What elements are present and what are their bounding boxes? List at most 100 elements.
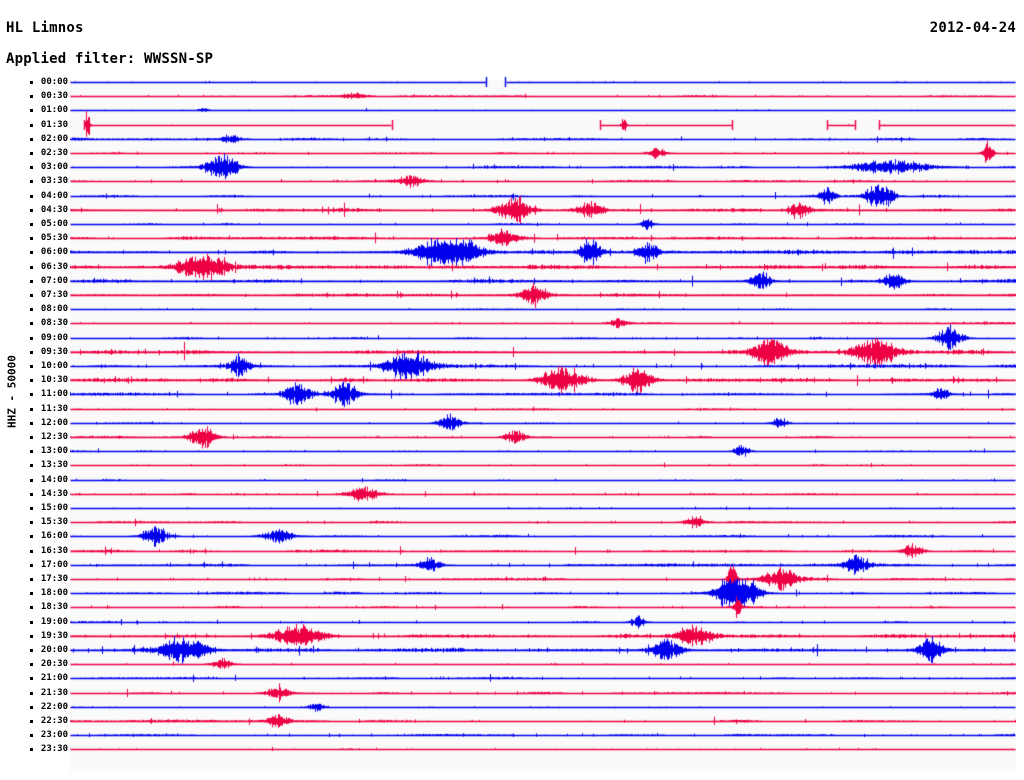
axis-tick — [30, 109, 33, 113]
axis-tick — [30, 336, 33, 340]
axis-tick — [30, 379, 33, 383]
axis-tick — [30, 450, 33, 454]
trace-time-label: 15:00 — [40, 503, 68, 513]
axis-tick — [30, 507, 33, 510]
trace-time-label: 18:30 — [40, 602, 68, 613]
trace-time-label: 02:30 — [40, 148, 68, 158]
axis-tick — [30, 421, 33, 425]
axis-tick — [30, 649, 33, 652]
seismogram-plot: 00:00 00:30 01:00 01:30 02:00 02:30 03:00 03:30… — [0, 67, 1024, 772]
axis-tick — [30, 734, 33, 738]
trace-time-label: 11:00 — [40, 389, 68, 400]
trace-time-label: 21:30 — [40, 687, 68, 698]
trace-time-label: 11:30 — [40, 403, 68, 414]
trace-time-label: 01:30 — [40, 119, 68, 130]
axis-tick — [30, 208, 33, 212]
trace-time-label: 08:30 — [40, 318, 68, 329]
trace-time-label: 14:00 — [40, 474, 68, 485]
axis-tick — [30, 265, 33, 269]
trace-time-label: 00:30 — [40, 91, 68, 102]
axis-tick — [30, 606, 33, 610]
axis-tick — [30, 194, 33, 198]
trace-row[interactable]: 23:30 — [0, 734, 1024, 765]
axis-tick — [30, 152, 33, 155]
trace-time-label: 16:30 — [40, 545, 68, 556]
axis-tick — [30, 705, 33, 709]
trace-time-label: 07:30 — [40, 290, 68, 300]
axis-tick — [30, 365, 33, 368]
axis-tick — [30, 350, 33, 354]
trace-time-label: 14:30 — [40, 488, 68, 499]
axis-tick — [30, 677, 33, 681]
trace-time-label: 07:00 — [40, 275, 68, 286]
axis-tick — [30, 464, 33, 468]
trace-time-label: 22:30 — [40, 716, 68, 726]
axis-tick — [30, 322, 33, 326]
axis-tick — [30, 563, 33, 567]
trace-time-label: 08:00 — [40, 304, 68, 315]
trace-time-label: 20:00 — [40, 645, 68, 655]
trace-time-label: 10:30 — [40, 375, 68, 386]
axis-tick — [30, 95, 33, 99]
trace-time-label: 13:00 — [40, 446, 68, 457]
trace-time-label: 05:00 — [40, 219, 68, 229]
trace-time-label: 02:00 — [40, 133, 68, 144]
trace-time-label: 18:00 — [40, 588, 68, 599]
station-title: HL Limnos — [6, 20, 84, 36]
trace-time-label: 09:30 — [40, 346, 68, 357]
axis-tick — [30, 620, 33, 624]
trace-time-label: 13:30 — [40, 460, 68, 471]
axis-tick — [30, 748, 33, 752]
trace-time-label: 12:00 — [40, 417, 68, 428]
axis-tick — [30, 592, 33, 596]
trace-time-label: 16:00 — [40, 531, 68, 542]
axis-tick — [30, 123, 33, 127]
trace-time-label: 00:00 — [40, 77, 68, 87]
axis-tick — [30, 393, 33, 397]
trace-time-label: 17:30 — [40, 574, 68, 584]
trace-time-label: 21:00 — [40, 673, 68, 684]
axis-tick — [30, 223, 33, 226]
waveform-trace — [70, 734, 1016, 765]
axis-tick — [30, 578, 33, 581]
trace-time-label: 06:30 — [40, 261, 68, 272]
trace-time-label: 10:00 — [40, 361, 68, 371]
axis-tick — [30, 691, 33, 695]
axis-tick — [30, 237, 33, 241]
axis-tick — [30, 478, 33, 482]
axis-tick — [30, 663, 33, 667]
trace-time-label: 19:30 — [40, 630, 68, 641]
axis-tick — [30, 279, 33, 283]
axis-tick — [30, 492, 33, 496]
axis-tick — [30, 308, 33, 312]
trace-time-label: 05:30 — [40, 233, 68, 244]
axis-tick — [30, 634, 33, 638]
record-date: 2012-04-24 — [929, 20, 1016, 36]
trace-time-label: 01:00 — [40, 105, 68, 116]
trace-time-label: 20:30 — [40, 659, 68, 670]
axis-tick — [30, 180, 33, 184]
trace-time-label: 06:00 — [40, 247, 68, 258]
trace-time-label: 04:30 — [40, 204, 68, 215]
trace-time-label: 23:00 — [40, 730, 68, 741]
axis-tick — [30, 436, 33, 439]
trace-time-label: 12:30 — [40, 432, 68, 442]
axis-tick — [30, 720, 33, 723]
axis-tick — [30, 549, 33, 553]
trace-time-label: 09:00 — [40, 332, 68, 343]
axis-tick — [30, 251, 33, 255]
axis-tick — [30, 137, 33, 141]
trace-time-label: 17:00 — [40, 559, 68, 570]
axis-tick — [30, 407, 33, 411]
trace-time-label: 19:00 — [40, 616, 68, 627]
applied-filter-label: Applied filter: WWSSN-SP — [6, 51, 214, 67]
axis-tick — [30, 521, 33, 525]
trace-time-label: 04:00 — [40, 190, 68, 201]
trace-time-label: 03:30 — [40, 176, 68, 187]
axis-tick — [30, 81, 33, 84]
trace-time-label: 03:00 — [40, 162, 68, 173]
trace-time-label: 22:00 — [40, 701, 68, 712]
trace-time-label: 23:30 — [40, 744, 68, 755]
axis-tick — [30, 294, 33, 297]
